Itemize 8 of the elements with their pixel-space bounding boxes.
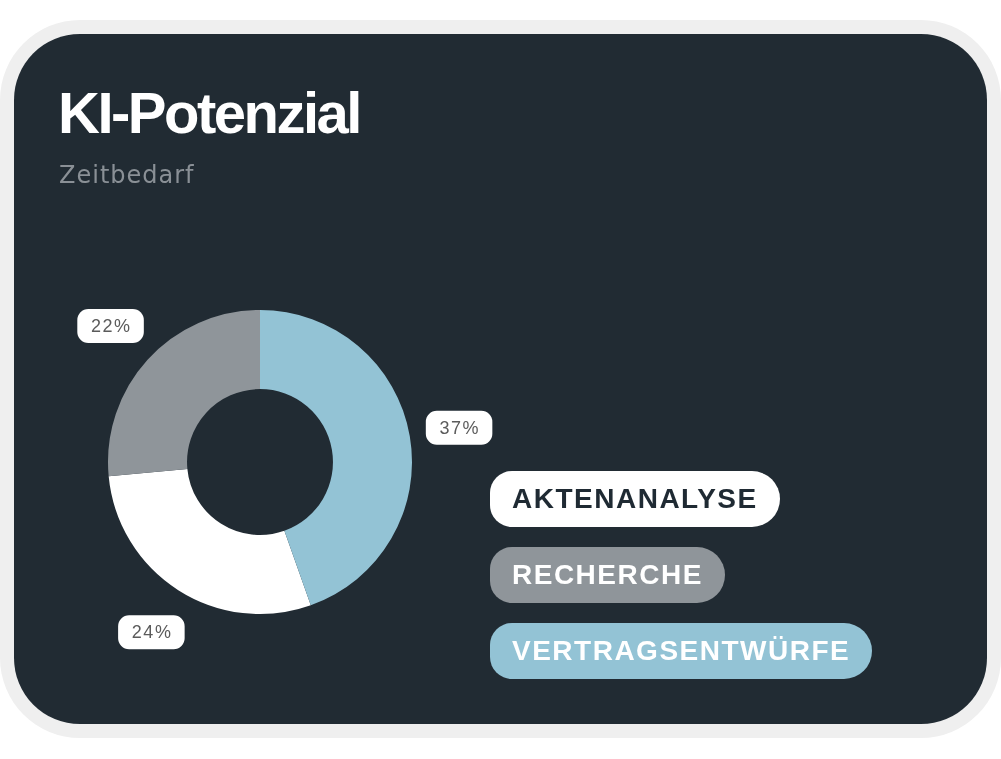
legend-label: AKTENANALYSE	[512, 483, 758, 514]
data-label: 24%	[131, 622, 173, 643]
chart-subtitle: Zeitbedarf	[59, 161, 195, 189]
data-label: 37%	[439, 417, 481, 438]
data-label: 22%	[91, 316, 132, 337]
legend-label: VERTRAGSENTWÜRFE	[512, 635, 851, 666]
chart-title: KI-Potenzial	[58, 80, 360, 145]
legend-label: RECHERCHE	[512, 559, 703, 590]
